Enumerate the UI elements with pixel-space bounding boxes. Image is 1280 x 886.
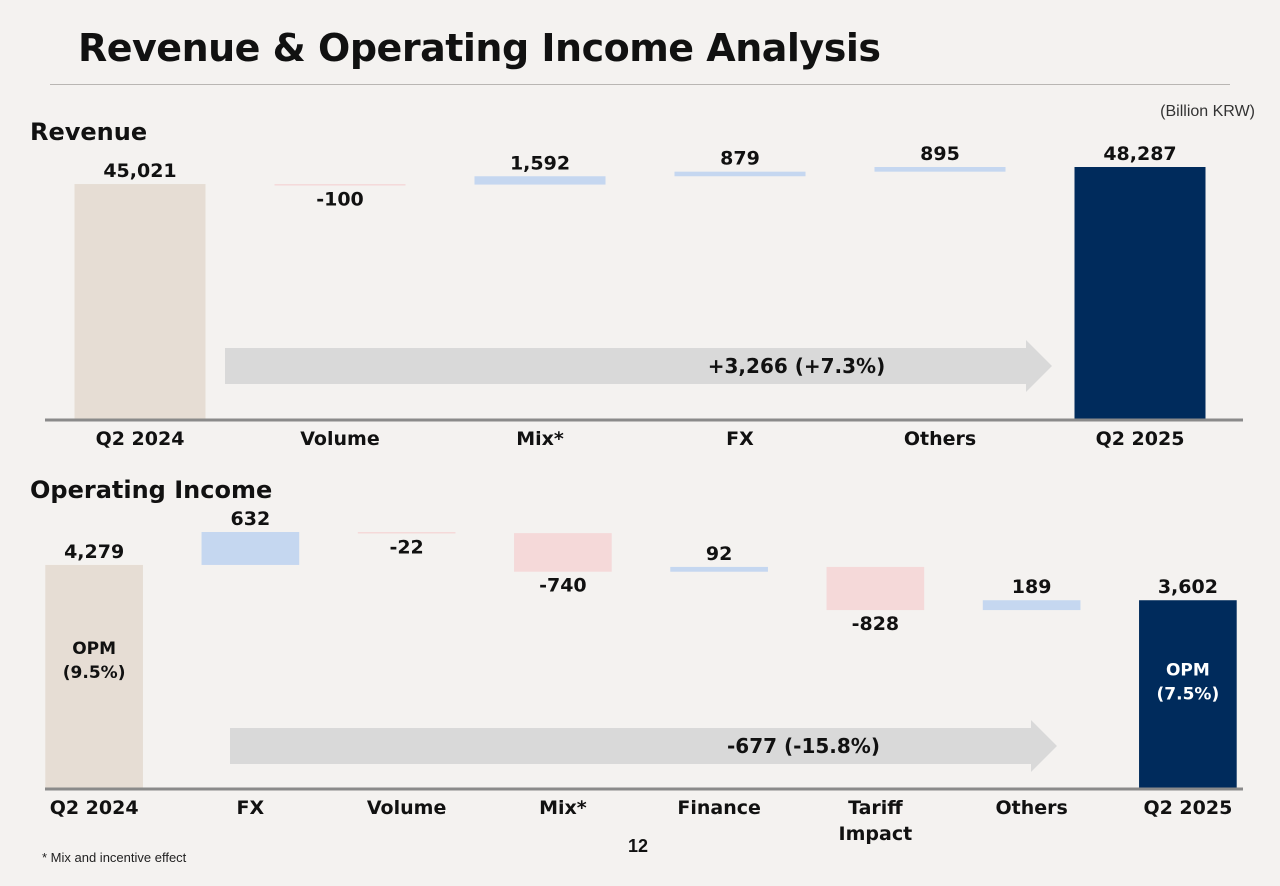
revenue-category-label-others: Others bbox=[904, 428, 976, 450]
oi-value-label-volume: -22 bbox=[389, 537, 423, 559]
oi-bar-note-q2-2024-1: (9.5%) bbox=[63, 663, 126, 683]
revenue-waterfall-chart: +3,266 (+7.3%) 45,021 Q2 2024 -100 Volume 1,5… bbox=[45, 143, 1243, 450]
oi-value-label-tariff-impact: -828 bbox=[852, 613, 900, 635]
oi-value-label-others: 189 bbox=[1012, 576, 1052, 598]
revenue-bar-mix bbox=[474, 176, 606, 185]
oi-bar-note-q2-2025-0: OPM bbox=[1166, 660, 1210, 680]
revenue-category-label-mix: Mix* bbox=[516, 428, 564, 450]
oi-bar-note-q2-2024-0: OPM bbox=[72, 639, 116, 659]
oi-bar-q2-2025 bbox=[1139, 600, 1237, 788]
revenue-change-label: +3,266 (+7.3%) bbox=[708, 354, 886, 378]
revenue-bar-volume bbox=[274, 184, 406, 186]
oi-bar-fx bbox=[201, 532, 300, 565]
operating-income-waterfall-chart: -677 (-15.8%) 4,279 OPM (9.5%) Q2 2024 632 FX -… bbox=[45, 508, 1243, 845]
oi-bar-volume bbox=[357, 532, 456, 534]
revenue-category-label-q2-2025: Q2 2025 bbox=[1096, 428, 1185, 450]
revenue-value-label-mix: 1,592 bbox=[510, 152, 570, 174]
oi-bar-mix bbox=[514, 533, 612, 572]
page-title: Revenue & Operating Income Analysis bbox=[78, 26, 881, 70]
revenue-bar-q2-2025 bbox=[1074, 167, 1206, 419]
revenue-value-label-volume: -100 bbox=[316, 189, 364, 211]
oi-category-label-q2-2025: Q2 2025 bbox=[1143, 797, 1232, 819]
footnote: * Mix and incentive effect bbox=[42, 850, 187, 865]
oi-value-label-q2-2024: 4,279 bbox=[64, 541, 124, 563]
page-number: 12 bbox=[628, 836, 649, 856]
oi-category-label-tariff-impact-1: Impact bbox=[839, 823, 913, 845]
oi-change-label: -677 (-15.8%) bbox=[727, 734, 880, 758]
oi-value-label-fx: 632 bbox=[231, 508, 271, 530]
oi-bar-tariff-impact bbox=[826, 566, 925, 611]
oi-value-label-finance: 92 bbox=[706, 543, 732, 565]
oi-category-label-others: Others bbox=[995, 797, 1067, 819]
revenue-category-label-fx: FX bbox=[726, 428, 754, 450]
oi-value-label-mix: -740 bbox=[539, 575, 587, 597]
revenue-bar-fx bbox=[674, 171, 806, 177]
oi-change-arrow bbox=[230, 720, 1057, 772]
revenue-value-label-fx: 879 bbox=[720, 148, 760, 170]
revenue-category-label-volume: Volume bbox=[300, 428, 379, 450]
oi-category-label-fx: FX bbox=[237, 797, 265, 819]
revenue-change-arrow bbox=[225, 340, 1052, 392]
title-divider bbox=[50, 84, 1230, 85]
oi-bar-finance bbox=[670, 566, 768, 572]
revenue-bar-q2-2024 bbox=[74, 184, 206, 419]
oi-category-label-mix: Mix* bbox=[539, 797, 587, 819]
revenue-category-label-q2-2024: Q2 2024 bbox=[96, 428, 185, 450]
oi-category-label-finance: Finance bbox=[677, 797, 761, 819]
oi-bar-note-q2-2025-1: (7.5%) bbox=[1157, 684, 1220, 704]
revenue-value-label-q2-2024: 45,021 bbox=[103, 160, 176, 182]
oi-category-label-volume: Volume bbox=[367, 797, 446, 819]
revenue-value-label-others: 895 bbox=[920, 143, 960, 165]
oi-bar-others bbox=[982, 600, 1081, 611]
operating-income-section-title: Operating Income bbox=[30, 476, 273, 504]
revenue-bar-others bbox=[874, 167, 1006, 172]
oi-value-label-q2-2025: 3,602 bbox=[1158, 576, 1218, 598]
unit-label: (Billion KRW) bbox=[1160, 103, 1255, 120]
oi-category-label-tariff-impact-0: Tariff bbox=[848, 797, 903, 819]
oi-bar-q2-2024 bbox=[45, 564, 143, 788]
oi-category-label-q2-2024: Q2 2024 bbox=[50, 797, 139, 819]
revenue-value-label-q2-2025: 48,287 bbox=[1103, 143, 1176, 165]
revenue-section-title: Revenue bbox=[30, 118, 148, 146]
